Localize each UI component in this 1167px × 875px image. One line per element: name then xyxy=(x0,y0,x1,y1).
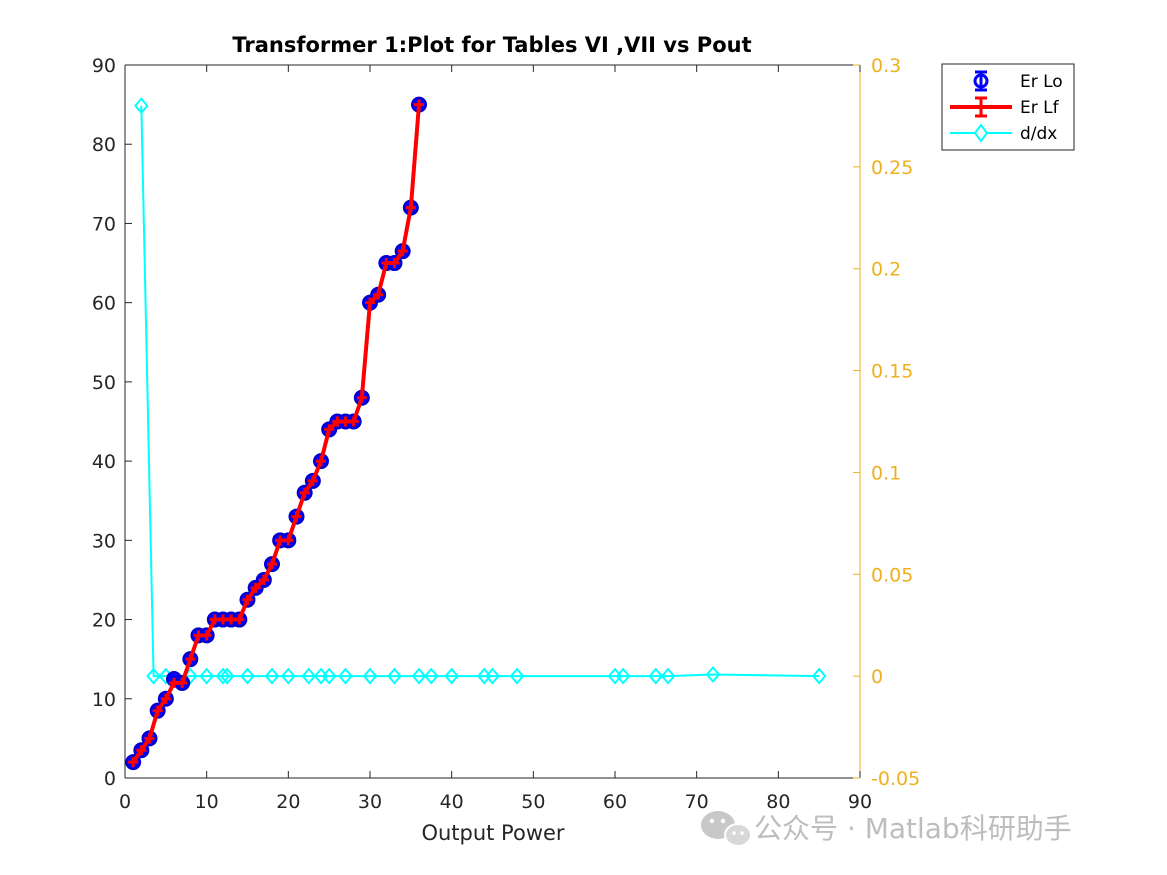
y-tick-label: 40 xyxy=(92,451,116,473)
ddx-line xyxy=(140,105,820,678)
axes-layer: 0 10 20 30 40 50 60 70 80 900102030405060708090-0… xyxy=(92,55,920,813)
legend-er-lo-marker xyxy=(973,73,989,89)
y-tick-label: 10 xyxy=(92,689,116,711)
er-lf-point xyxy=(365,297,375,308)
ddx-point xyxy=(423,667,439,685)
x-tick-label: 0 xyxy=(119,791,131,813)
ddx-point xyxy=(387,667,402,685)
x-axis-label: Output Power xyxy=(421,821,564,845)
er-lf-point xyxy=(324,424,335,435)
x-tick-label: 90 xyxy=(848,791,872,813)
er-lf-point xyxy=(283,535,294,546)
ddx-point xyxy=(301,667,317,685)
er-lf-point xyxy=(405,202,416,213)
ddx-point xyxy=(146,667,161,685)
y2-tick-label: 0.05 xyxy=(871,564,913,586)
er-lf-point xyxy=(291,511,302,522)
x-tick-label: 70 xyxy=(685,791,709,813)
ddx-point xyxy=(615,667,631,685)
ddx-point xyxy=(338,667,353,685)
ddx-point xyxy=(705,665,721,684)
y-tick-label: 0 xyxy=(104,768,116,790)
er-lf-point xyxy=(258,574,269,585)
legend-entry-er-lf: Er Lf xyxy=(950,96,1060,118)
wechat-icon xyxy=(701,811,752,847)
er-lf-point xyxy=(234,614,245,625)
ddx-point xyxy=(660,667,676,685)
x-tick-label: 30 xyxy=(358,791,382,813)
y2-tick-label: -0.05 xyxy=(871,768,920,790)
er-lf-point xyxy=(373,289,384,300)
y-tick-label: 50 xyxy=(92,372,116,394)
er-lf-point xyxy=(316,456,326,467)
ddx-point xyxy=(240,667,255,685)
er-lf-point xyxy=(348,416,359,427)
ddx-point xyxy=(509,667,525,685)
ddx-point xyxy=(134,97,149,115)
legend-er-lo-label: Er Lo xyxy=(1020,72,1063,92)
x-tick-label: 10 xyxy=(195,791,219,813)
legend: Er Lo Er Lf d/dx xyxy=(941,63,1075,151)
chart-title: Transformer 1:Plot for Tables VI ,VII vs… xyxy=(232,33,751,57)
er-lf-point xyxy=(414,99,424,110)
ddx-point xyxy=(321,667,337,685)
ddx-point xyxy=(362,667,378,685)
y2-tick-label: 0.15 xyxy=(871,361,913,383)
er-lf-point xyxy=(307,475,318,486)
er-lf-point xyxy=(299,487,310,498)
ddx-point xyxy=(444,667,459,685)
legend-er-lf-label: Er Lf xyxy=(1020,98,1060,118)
x-tick-label: 20 xyxy=(276,791,300,813)
y2-tick-label: 0.2 xyxy=(871,259,901,281)
er-lf-series xyxy=(128,99,424,768)
legend-ddx-label: d/dx xyxy=(1020,124,1057,144)
er-lf-point xyxy=(389,258,400,269)
er-lf-point xyxy=(397,246,408,257)
x-tick-label: 50 xyxy=(521,791,545,813)
ddx-point xyxy=(485,667,500,685)
er-lf-point xyxy=(152,705,163,716)
y2-tick-label: 0.3 xyxy=(871,55,901,77)
y-tick-label: 30 xyxy=(92,530,116,552)
er-lf-point xyxy=(267,559,277,570)
watermark-text: 公众号 · Matlab科研助手 xyxy=(754,812,1072,845)
legend-entry-er-lo: Er Lo xyxy=(973,70,1063,92)
watermark: 公众号 · Matlab科研助手 xyxy=(701,811,1072,847)
x-tick-label: 60 xyxy=(603,791,627,813)
y-tick-label: 70 xyxy=(92,213,116,235)
er-lf-point xyxy=(160,693,171,704)
er-lf-point xyxy=(177,677,188,688)
y-tick-label: 80 xyxy=(92,134,116,156)
y2-tick-label: 0 xyxy=(871,666,883,688)
y2-tick-label: 0.1 xyxy=(871,462,901,484)
ddx-point xyxy=(411,667,427,685)
ddx-point xyxy=(281,667,296,685)
ddx-point xyxy=(219,667,235,685)
er-lf-point xyxy=(242,594,253,605)
ddx-point xyxy=(215,667,231,685)
ddx-point xyxy=(199,667,214,685)
y-tick-label: 90 xyxy=(92,55,116,77)
y2-tick-label: 0.25 xyxy=(871,157,913,179)
er-lf-point xyxy=(136,745,147,756)
er-lf-point xyxy=(128,757,139,768)
legend-entry-ddx: d/dx xyxy=(950,123,1057,144)
ddx-point xyxy=(648,667,664,685)
x-tick-label: 80 xyxy=(766,791,790,813)
legend-ddx-marker xyxy=(973,123,989,143)
ddx-point xyxy=(264,667,280,685)
y-tick-label: 20 xyxy=(92,610,116,632)
er-lf-point xyxy=(356,392,367,403)
er-lf-point xyxy=(144,733,155,744)
er-lf-point xyxy=(201,630,212,641)
er-lf-point xyxy=(185,654,196,665)
y-tick-label: 60 xyxy=(92,293,116,315)
x-tick-label: 40 xyxy=(440,791,464,813)
plot-area xyxy=(125,65,860,778)
ddx-point xyxy=(811,667,827,685)
er-lf-point xyxy=(250,582,261,593)
